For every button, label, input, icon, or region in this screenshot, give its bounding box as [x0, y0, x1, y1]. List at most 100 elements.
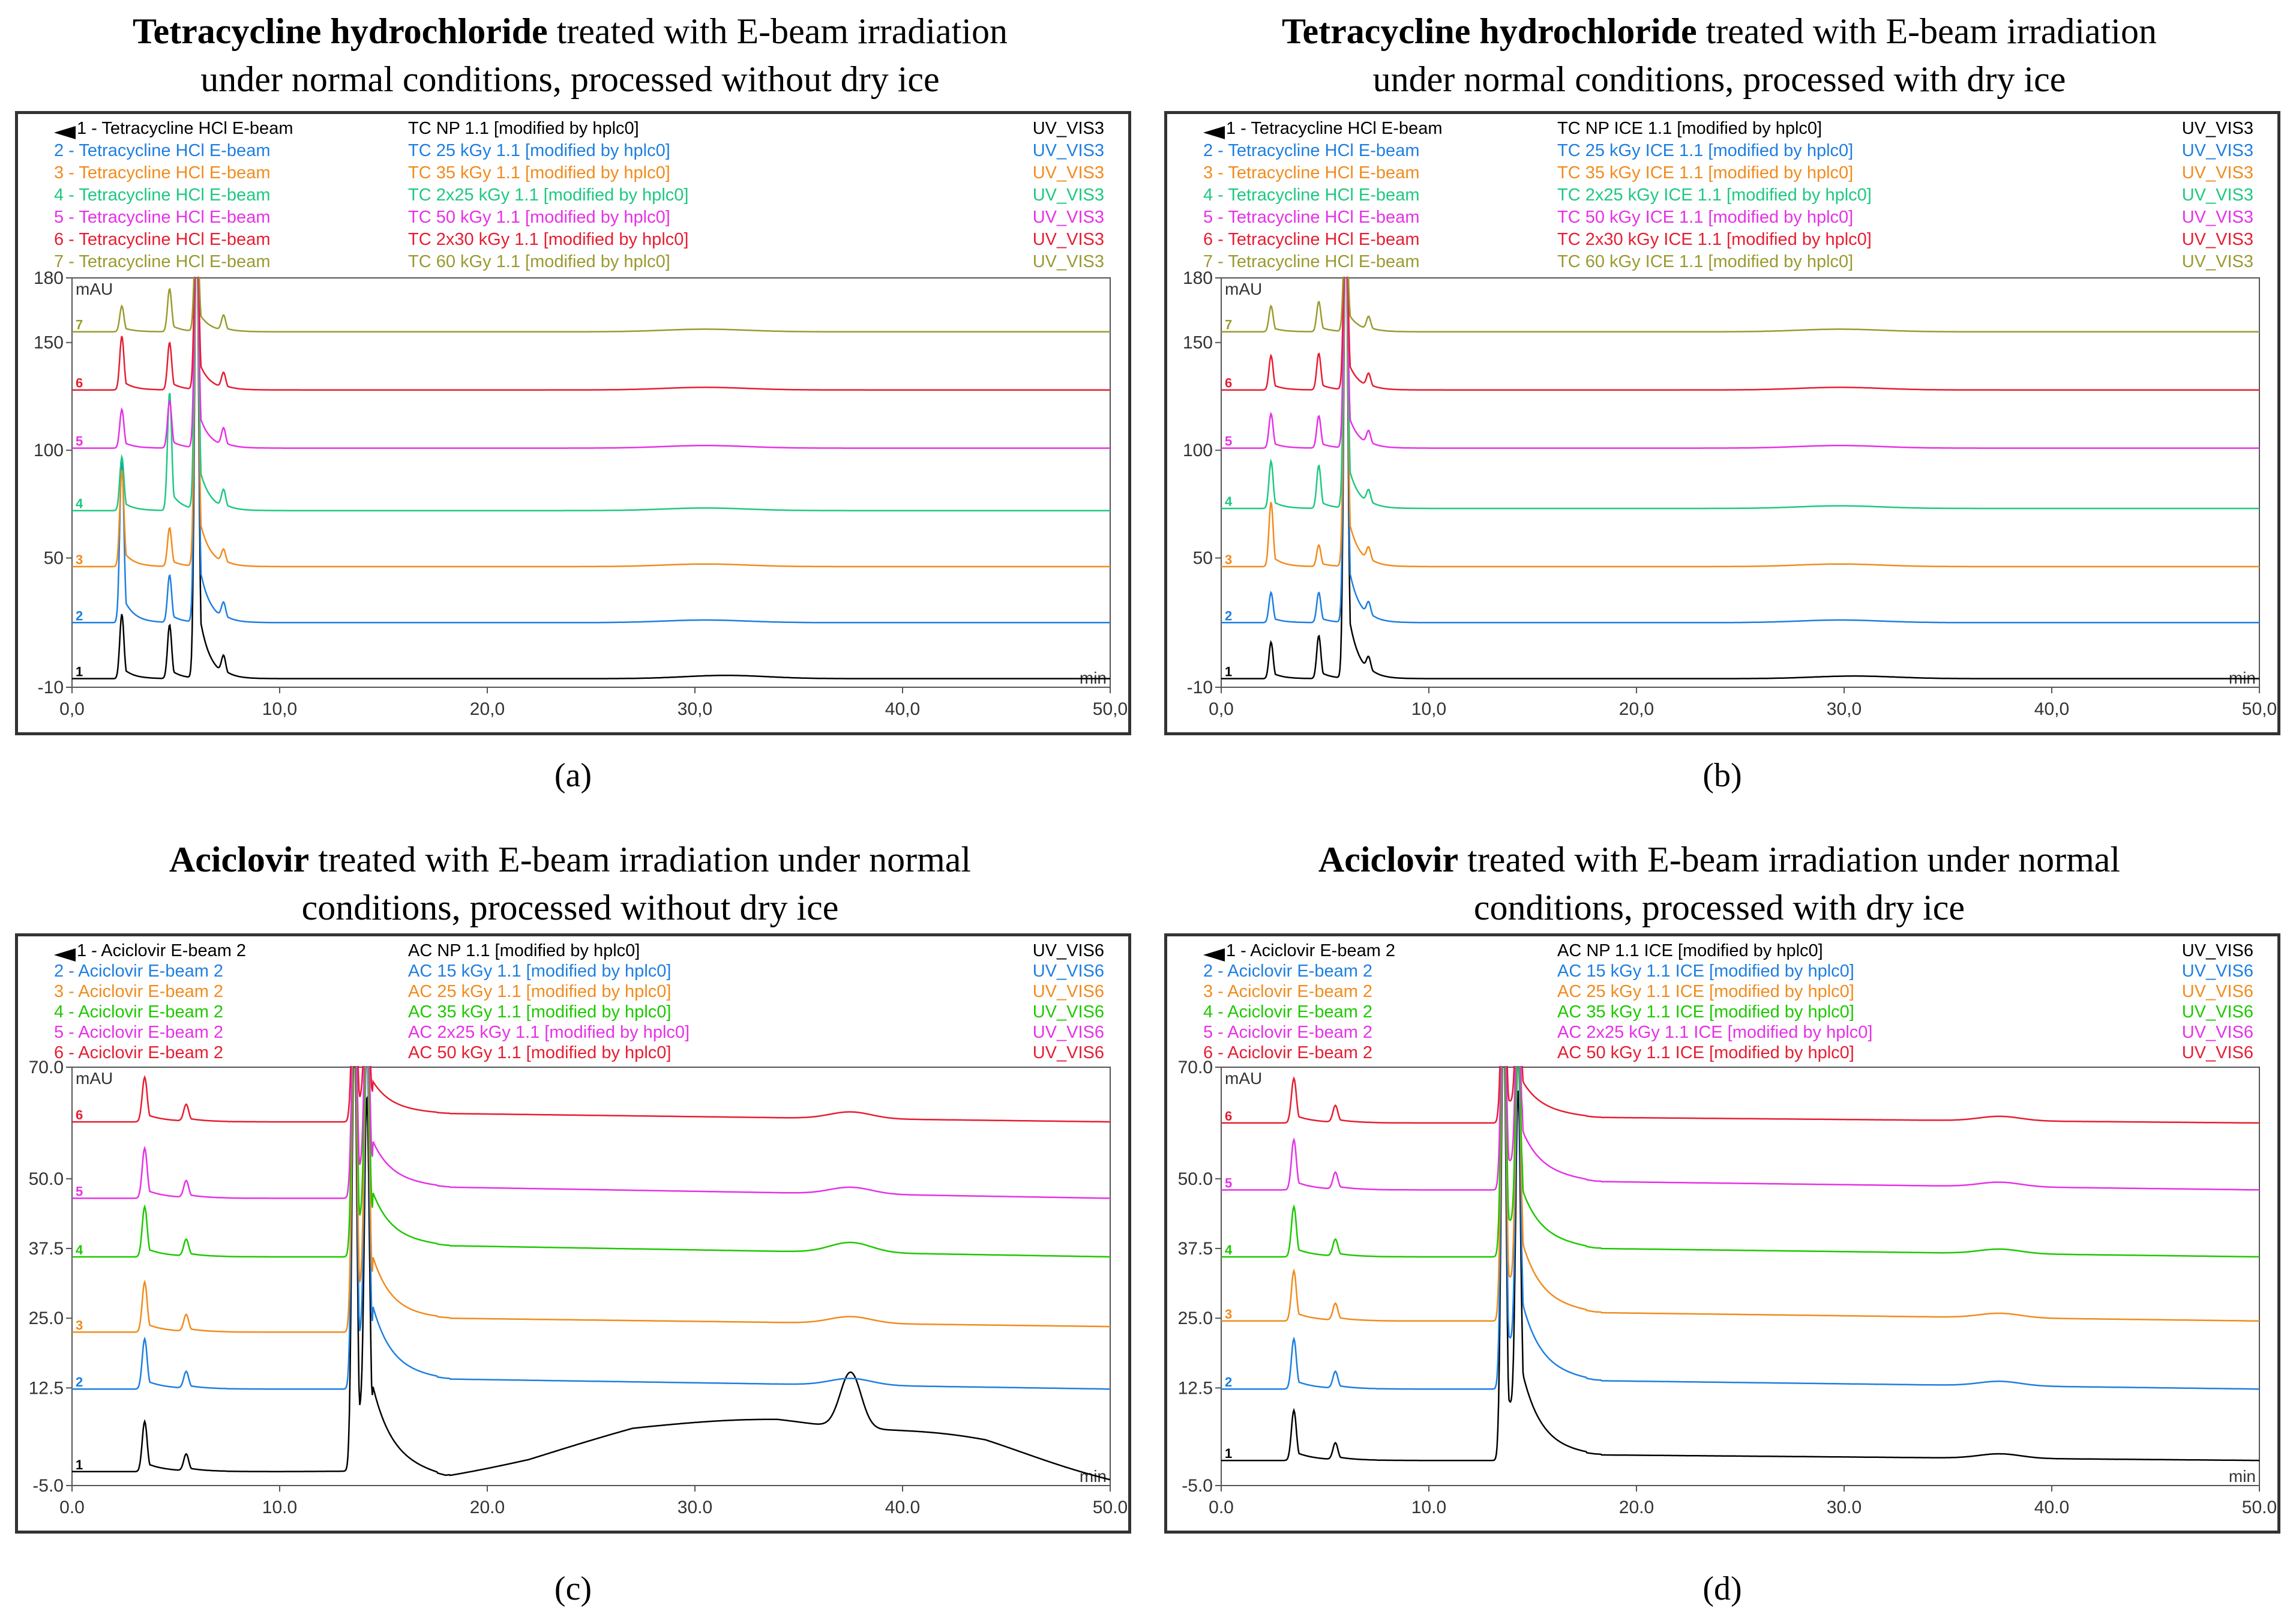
legend-channel: UV_VIS6: [1032, 1043, 1104, 1062]
x-tick-label: 10,0: [262, 699, 297, 719]
y-tick-label: 50.0: [29, 1169, 64, 1189]
trace-number-label: 5: [76, 434, 83, 449]
trace-number-label: 3: [1225, 552, 1232, 567]
legend-row: 1 - Tetracycline HCl E-beam TC NP 1.1 [mo…: [18, 119, 1128, 141]
trace-number-label: 5: [1225, 434, 1232, 449]
legend-method: TC 2x25 kGy 1.1 [modified by hplc0]: [408, 185, 689, 205]
legend-sample: 2 - Aciclovir E-beam 2: [54, 962, 224, 981]
y-axis-label: mAU: [76, 1069, 113, 1088]
y-tick-label: 150: [1183, 333, 1213, 353]
trace-6: [72, 1066, 1110, 1123]
legend-channel: UV_VIS6: [1032, 941, 1104, 960]
panel-d-title-line2: conditions, processed with dry ice: [1473, 888, 1965, 927]
x-tick-label: 20.0: [470, 1498, 505, 1517]
y-tick-label: -10: [1187, 678, 1213, 697]
trace-number-label: 5: [1225, 1175, 1232, 1190]
plot-frame: [71, 277, 1111, 688]
chart-svg: -10 50 100 150 180 0,0 10,0 20,0 30,0 40,0 50,0 mAU…: [34, 268, 1128, 719]
trace-6: [1221, 1066, 2259, 1124]
legend-channel: UV_VIS3: [1032, 185, 1104, 205]
chart-svg: -5.0 12.5 25.0 37.5 50.0 70.0 0.0 10.0 20.0 30.0 4…: [1178, 1058, 2277, 1517]
legend-sample: 1 - Aciclovir E-beam 2: [77, 941, 247, 960]
y-tick-label: -5.0: [32, 1476, 64, 1496]
legend-row: 5 - Tetracycline HCl E-beam TC 50 kGy 1.1…: [18, 208, 1128, 230]
trace-5: [72, 277, 1110, 449]
trace-number-label: 1: [1225, 664, 1232, 679]
trace-1: [72, 1066, 1110, 1481]
legend-row: 7 - Tetracycline HCl E-beam TC 60 kGy 1.1…: [18, 252, 1128, 274]
trace-number-label: 4: [76, 1242, 83, 1257]
legend-method: AC 50 kGy 1.1 ICE [modified by hplc0]: [1557, 1043, 1854, 1062]
legend-method: TC 25 kGy ICE 1.1 [modified by hplc0]: [1557, 141, 1854, 160]
x-tick-label: 20,0: [470, 699, 505, 719]
chart-panel-a: 1 - Tetracycline HCl E-beam TC NP 1.1 [mo…: [15, 111, 1131, 735]
x-tick-label: 10,0: [1411, 699, 1446, 719]
legend-row: 4 - Tetracycline HCl E-beam TC 2x25 kGy I…: [1167, 185, 2277, 208]
trace-number-label: 4: [1225, 494, 1233, 509]
legend-channel: UV_VIS3: [1032, 141, 1104, 160]
trace-number-label: 4: [1225, 1242, 1233, 1257]
x-tick-label: 40,0: [2034, 699, 2069, 719]
trace-6: [72, 277, 1110, 391]
legend-method: AC 50 kGy 1.1 [modified by hplc0]: [408, 1043, 672, 1062]
legend-channel: UV_VIS3: [1032, 119, 1104, 138]
y-tick-label: 50: [1193, 549, 1213, 568]
legend-method: TC NP 1.1 [modified by hplc0]: [408, 119, 639, 138]
legend-row: 4 - Aciclovir E-beam 2 AC 35 kGy 1.1 [mod…: [18, 1002, 1128, 1025]
trace-number-label: 7: [76, 318, 83, 333]
legend-arrow-icon: [1203, 126, 1225, 139]
trace-number-label: 2: [1225, 1375, 1232, 1390]
legend-sample: 6 - Aciclovir E-beam 2: [54, 1043, 224, 1062]
trace-3: [1221, 277, 2259, 568]
trace-5: [1221, 1066, 2259, 1191]
legend-sample: 1 - Tetracycline HCl E-beam: [1226, 119, 1443, 138]
legend-row: 7 - Tetracycline HCl E-beam TC 60 kGy ICE…: [1167, 252, 2277, 274]
trace-1: [1221, 277, 2259, 679]
caption-b: (b): [1702, 757, 1742, 794]
traces: [72, 277, 1110, 679]
legend-row: 6 - Aciclovir E-beam 2 AC 50 kGy 1.1 [mod…: [18, 1043, 1128, 1065]
legend-sample: 6 - Tetracycline HCl E-beam: [54, 230, 271, 249]
trace-5: [1221, 277, 2259, 449]
x-tick-label: 40.0: [2034, 1498, 2069, 1517]
legend-channel: UV_VIS3: [2181, 252, 2253, 271]
legend-row: 3 - Tetracycline HCl E-beam TC 35 kGy 1.1…: [18, 163, 1128, 185]
chart-panel-d: 1 - Aciclovir E-beam 2 AC NP 1.1 ICE [mod…: [1164, 933, 2280, 1534]
legend-sample: 2 - Tetracycline HCl E-beam: [54, 141, 271, 160]
legend-row: 1 - Aciclovir E-beam 2 AC NP 1.1 ICE [mod…: [1167, 941, 2277, 963]
y-axis-label: mAU: [1225, 1069, 1262, 1088]
x-tick-label: 0.0: [1209, 1498, 1234, 1517]
y-tick-label: 70.0: [1178, 1058, 1213, 1077]
x-tick-label: 30,0: [678, 699, 712, 719]
legend-method: TC NP ICE 1.1 [modified by hplc0]: [1557, 119, 1823, 138]
trace-4: [72, 277, 1110, 511]
legend-channel: UV_VIS6: [2181, 941, 2253, 960]
trace-1: [1221, 1066, 2259, 1462]
chart-panel-b: 1 - Tetracycline HCl E-beam TC NP ICE 1.1…: [1164, 111, 2280, 735]
legend-method: AC 35 kGy 1.1 [modified by hplc0]: [408, 1002, 672, 1022]
legend-sample: 4 - Tetracycline HCl E-beam: [54, 185, 271, 205]
trace-2: [72, 1066, 1110, 1390]
trace-number-label: 6: [76, 376, 83, 391]
legend-channel: UV_VIS6: [1032, 982, 1104, 1001]
legend-sample: 5 - Aciclovir E-beam 2: [1203, 1023, 1373, 1042]
panel-a-title-line2: under normal conditions, processed witho…: [200, 59, 940, 99]
legend-sample: 6 - Tetracycline HCl E-beam: [1203, 230, 1420, 249]
trace-3: [72, 277, 1110, 568]
legend-sample: 7 - Tetracycline HCl E-beam: [1203, 252, 1420, 271]
x-tick-label: 20,0: [1619, 699, 1654, 719]
y-tick-label: 150: [34, 333, 64, 353]
trace-4: [1221, 277, 2259, 510]
legend-channel: UV_VIS3: [2181, 230, 2253, 249]
y-tick-label: 25.0: [29, 1308, 64, 1328]
legend-sample: 7 - Tetracycline HCl E-beam: [54, 252, 271, 271]
legend-row: 2 - Tetracycline HCl E-beam TC 25 kGy 1.1…: [18, 141, 1128, 163]
x-tick-label: 30.0: [678, 1498, 712, 1517]
legend-method: TC 2x30 kGy 1.1 [modified by hplc0]: [408, 230, 689, 249]
trace-number-label: 5: [76, 1184, 83, 1199]
legend-method: AC 2x25 kGy 1.1 ICE [modified by hplc0]: [1557, 1023, 1873, 1042]
chart-svg: -10 50 100 150 180 0,0 10,0 20,0 30,0 40,0 50,0 mAU…: [1183, 268, 2277, 719]
legend-channel: UV_VIS3: [1032, 208, 1104, 227]
legend-row: 1 - Tetracycline HCl E-beam TC NP ICE 1.1…: [1167, 119, 2277, 141]
legend-row: 3 - Tetracycline HCl E-beam TC 35 kGy ICE…: [1167, 163, 2277, 185]
